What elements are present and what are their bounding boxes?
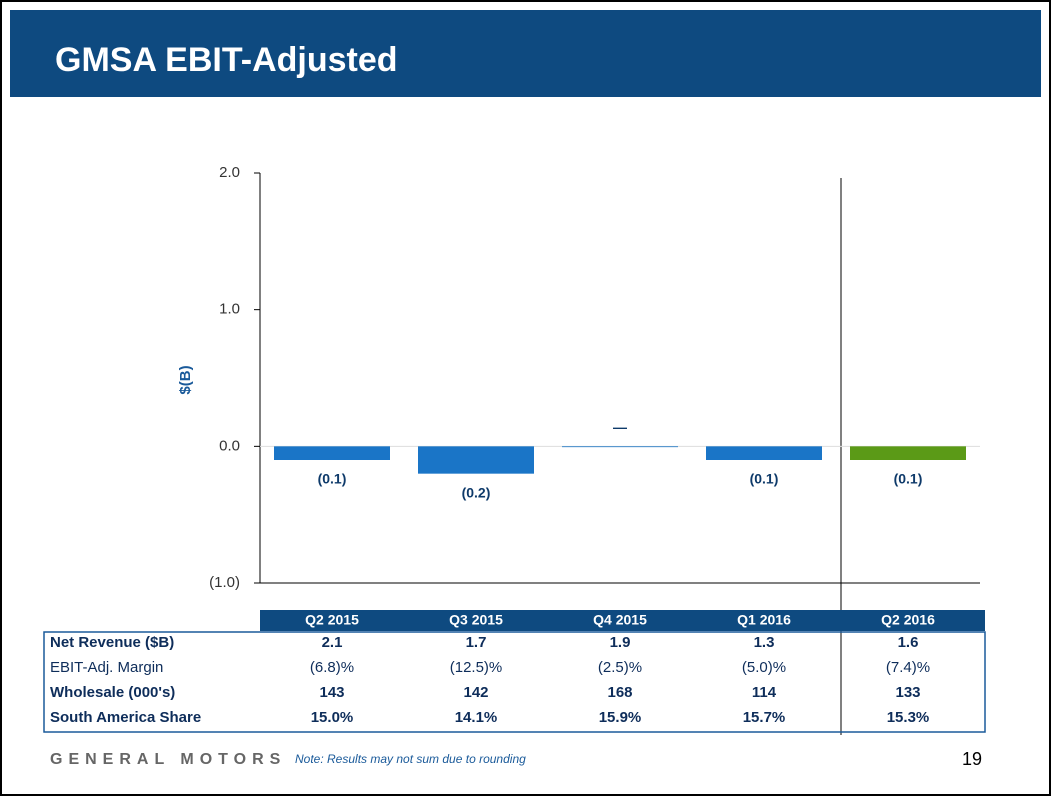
table-cell: 1.9 (610, 634, 631, 651)
table-cell: 15.0% (311, 709, 354, 726)
footnote: Note: Results may not sum due to roundin… (295, 752, 526, 766)
category-label: Q3 2015 (449, 612, 503, 628)
data-label: (0.1) (894, 471, 923, 487)
y-tick-label: 2.0 (219, 164, 240, 181)
slide-title: GMSA EBIT-Adjusted (55, 41, 398, 79)
table-cell: 1.6 (898, 634, 919, 651)
y-tick-label: 1.0 (219, 301, 240, 318)
table-cell: (2.5)% (598, 659, 642, 676)
category-label: Q2 2016 (881, 612, 935, 628)
table-cell: 143 (319, 684, 344, 701)
data-label: (0.1) (318, 471, 347, 487)
page-number: 19 (962, 749, 982, 769)
data-label: (0.2) (462, 484, 491, 500)
bar (562, 446, 678, 448)
bar (850, 446, 966, 460)
table-cell: 1.7 (466, 634, 487, 651)
row-label: Net Revenue ($B) (50, 634, 174, 651)
table-cell: (7.4)% (886, 659, 930, 676)
table-cell: 1.3 (754, 634, 775, 651)
y-tick-label: (1.0) (209, 574, 240, 591)
data-label: (0.1) (750, 471, 779, 487)
row-label: Wholesale (000's) (50, 684, 175, 701)
table-cell: 168 (607, 684, 632, 701)
bar (418, 446, 534, 474)
bar (274, 446, 390, 460)
y-axis-label: $(B) (177, 365, 194, 394)
data-label: — (613, 419, 627, 435)
table-cell: (12.5)% (450, 659, 503, 676)
table-border (43, 631, 986, 733)
table-cell: (6.8)% (310, 659, 354, 676)
row-label: EBIT-Adj. Margin (50, 659, 163, 676)
category-label: Q1 2016 (737, 612, 791, 628)
table-cell: 114 (752, 684, 777, 701)
brand: GENERAL MOTORS (50, 751, 286, 768)
table-cell: 15.3% (887, 709, 930, 726)
category-label: Q2 2015 (305, 612, 359, 628)
y-tick-label: 0.0 (219, 437, 240, 454)
table-cell: 15.7% (743, 709, 786, 726)
table-cell: 14.1% (455, 709, 498, 726)
bar (706, 446, 822, 460)
category-label: Q4 2015 (593, 612, 647, 628)
table-cell: 15.9% (599, 709, 642, 726)
row-label: South America Share (50, 709, 201, 726)
table-cell: (5.0)% (742, 659, 786, 676)
table-cell: 2.1 (322, 634, 343, 651)
table-header-band (260, 610, 985, 631)
table-cell: 133 (895, 684, 920, 701)
header-band (10, 10, 1041, 97)
table-cell: 142 (463, 684, 488, 701)
